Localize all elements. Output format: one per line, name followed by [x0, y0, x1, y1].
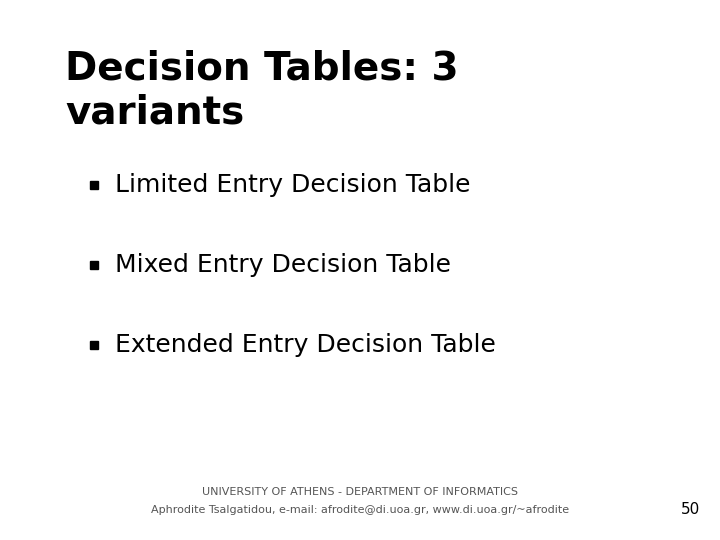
- Text: 50: 50: [680, 503, 700, 517]
- Text: Mixed Entry Decision Table: Mixed Entry Decision Table: [115, 253, 451, 277]
- Text: Limited Entry Decision Table: Limited Entry Decision Table: [115, 173, 470, 197]
- Bar: [90, 341, 98, 349]
- Text: UNIVERSITY OF ATHENS - DEPARTMENT OF INFORMATICS: UNIVERSITY OF ATHENS - DEPARTMENT OF INF…: [202, 487, 518, 497]
- Text: Extended Entry Decision Table: Extended Entry Decision Table: [115, 333, 496, 357]
- Bar: [90, 261, 98, 269]
- Bar: [90, 181, 98, 189]
- Text: Aphrodite Tsalgatidou, e-mail: afrodite@di.uoa.gr, www.di.uoa.gr/~afrodite: Aphrodite Tsalgatidou, e-mail: afrodite@…: [151, 505, 569, 515]
- Text: Decision Tables: 3
variants: Decision Tables: 3 variants: [65, 50, 459, 132]
